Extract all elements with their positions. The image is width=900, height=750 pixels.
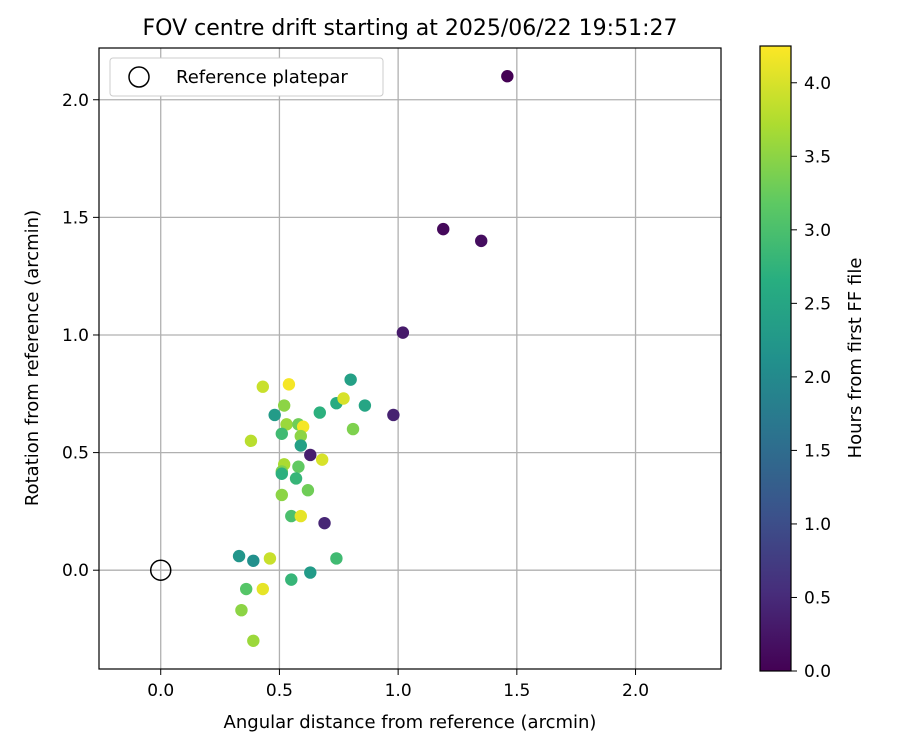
scatter-point bbox=[244, 434, 258, 448]
x-tick-label: 0.5 bbox=[266, 681, 293, 701]
scatter-point bbox=[396, 326, 410, 339]
scatter-point bbox=[304, 448, 317, 462]
colorbar-ticks: 0.0 0.5 1.0 1.5 2.0 2.5 3.0 3.5 4.0 bbox=[791, 74, 831, 682]
scatter-point bbox=[285, 509, 298, 523]
x-axis-label: Angular distance from reference (arcmin) bbox=[224, 712, 597, 733]
scatter-point bbox=[294, 429, 307, 443]
plot-frame bbox=[98, 47, 722, 670]
y-tick-label: 1.5 bbox=[62, 208, 89, 228]
colorbar-tick-label: 2.0 bbox=[804, 368, 831, 388]
y-tick-label: 2.0 bbox=[62, 91, 89, 111]
scatter-point bbox=[301, 484, 315, 497]
y-tick-label: 0.0 bbox=[62, 561, 89, 581]
scatter-point bbox=[337, 392, 350, 405]
scatter-point bbox=[232, 549, 246, 563]
colorbar-gradient bbox=[760, 46, 791, 671]
scatter-point bbox=[292, 460, 305, 473]
x-tick-label: 1.0 bbox=[385, 681, 412, 701]
y-tick-label: 0.5 bbox=[62, 444, 89, 464]
scatter-point bbox=[346, 422, 360, 436]
scatter-point bbox=[313, 406, 326, 419]
scatter-point bbox=[501, 70, 514, 83]
y-axis-label: Rotation from reference (arcmin) bbox=[22, 210, 43, 506]
grid bbox=[99, 48, 721, 669]
scatter-point bbox=[344, 373, 357, 386]
colorbar-tick-label: 0.5 bbox=[804, 588, 831, 608]
scatter-point bbox=[275, 488, 289, 502]
colorbar: 0.0 0.5 1.0 1.5 2.0 2.5 3.0 3.5 4.0 Hours from f… bbox=[759, 45, 866, 682]
x-tick-label: 1.5 bbox=[503, 681, 530, 701]
colorbar-tick-label: 1.0 bbox=[804, 515, 831, 535]
scatter-point bbox=[247, 554, 260, 567]
scatter-point bbox=[256, 380, 270, 393]
colorbar-label: Hours from first FF file bbox=[845, 258, 866, 459]
scatter-point bbox=[318, 516, 331, 530]
scatter-point bbox=[277, 399, 291, 412]
scatter-point bbox=[285, 573, 298, 586]
scatter-point bbox=[387, 408, 400, 422]
scatter-point bbox=[330, 552, 343, 565]
legend-marker-icon bbox=[128, 66, 150, 88]
colorbar-tick-label: 0.0 bbox=[804, 662, 831, 682]
scatter-point bbox=[296, 420, 310, 433]
legend: Reference platepar bbox=[109, 57, 384, 97]
scatter-point bbox=[256, 582, 270, 596]
scatter-point bbox=[304, 566, 317, 579]
scatter-points bbox=[232, 70, 514, 647]
scatter-point bbox=[247, 634, 260, 647]
scatter-point bbox=[235, 603, 248, 617]
scatter-point bbox=[289, 472, 303, 485]
x-tick-label: 2.0 bbox=[622, 681, 649, 701]
x-axis-ticks: 0.0 0.5 1.0 1.5 2.0 bbox=[147, 669, 649, 701]
colorbar-tick-label: 3.0 bbox=[804, 221, 831, 241]
colorbar-frame bbox=[759, 45, 792, 672]
scatter-point bbox=[275, 427, 289, 440]
scatter-point bbox=[315, 453, 329, 466]
scatter-point bbox=[358, 399, 372, 412]
scatter-point bbox=[282, 378, 296, 391]
colorbar-tick-label: 4.0 bbox=[804, 74, 831, 94]
reference-marker bbox=[149, 559, 172, 581]
scatter-point bbox=[294, 439, 307, 452]
x-tick-label: 0.0 bbox=[147, 681, 174, 701]
y-tick-label: 1.0 bbox=[62, 326, 89, 346]
scatter-point bbox=[263, 552, 277, 565]
scatter-point bbox=[437, 222, 450, 236]
y-axis-ticks: 0.0 0.5 1.0 1.5 2.0 bbox=[62, 91, 99, 581]
plot-area: 0.0 0.5 1.0 1.5 2.0 0.0 0.5 1.0 1.5 2.0 bbox=[62, 47, 722, 701]
scatter-point bbox=[275, 467, 289, 480]
scatter-point bbox=[294, 509, 307, 523]
scatter-point bbox=[239, 582, 253, 596]
chart-title: FOV centre drift starting at 2025/06/22 … bbox=[143, 16, 678, 41]
plot-background bbox=[99, 48, 721, 669]
legend-box bbox=[109, 57, 384, 97]
scatter-point bbox=[475, 234, 488, 248]
colorbar-tick-label: 2.5 bbox=[804, 294, 831, 314]
colorbar-tick-label: 1.5 bbox=[804, 441, 831, 461]
legend-label: Reference platepar bbox=[176, 67, 348, 88]
colorbar-tick-label: 3.5 bbox=[804, 147, 831, 167]
scatter-point bbox=[280, 418, 293, 431]
scatter-point bbox=[268, 408, 281, 422]
